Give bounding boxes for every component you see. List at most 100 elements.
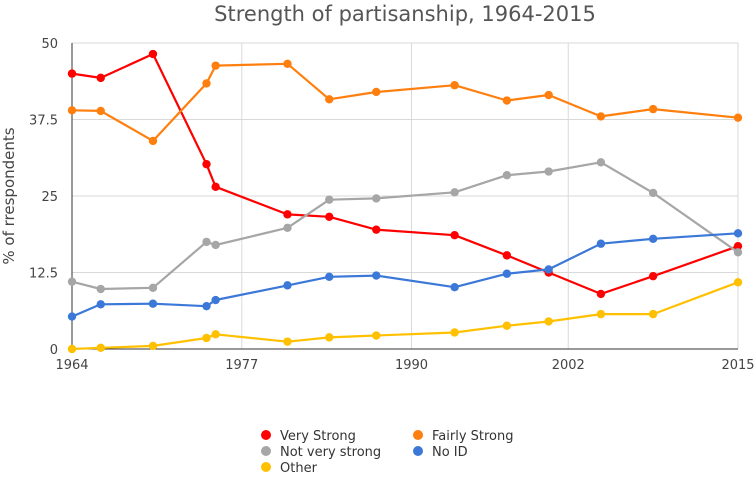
data-point-very-strong xyxy=(202,159,211,169)
data-point-no-id xyxy=(96,300,105,309)
x-tick-label: 1977 xyxy=(225,358,258,373)
series-line-other xyxy=(71,281,739,351)
data-point-other xyxy=(148,341,158,351)
data-point-very-strong xyxy=(211,182,220,192)
data-point-no-id xyxy=(648,234,658,244)
legend-marker xyxy=(261,462,271,472)
series-lines xyxy=(67,49,743,354)
data-point-other xyxy=(325,333,334,342)
y-axis-label: % of rrespondents xyxy=(0,127,18,264)
data-point-very-strong xyxy=(648,271,658,281)
data-point-fairly-strong xyxy=(372,87,381,97)
data-point-other xyxy=(733,278,743,287)
data-point-not-very-strong xyxy=(502,170,512,180)
data-point-not-very-strong xyxy=(733,248,743,257)
data-point-other xyxy=(450,328,459,337)
data-point-no-id xyxy=(211,295,220,305)
data-point-other xyxy=(502,321,512,330)
legend: Very Strong Fairly Strong Not very strong N… xyxy=(261,429,514,476)
data-point-fairly-strong xyxy=(148,136,158,146)
data-point-no-id xyxy=(67,312,77,321)
data-point-other xyxy=(202,333,211,343)
series-very-strong xyxy=(67,49,743,299)
legend-label: Not very strong xyxy=(280,445,381,460)
data-point-very-strong xyxy=(148,49,158,59)
y-tick-label: 50 xyxy=(41,37,58,52)
data-point-no-id xyxy=(596,239,606,248)
data-point-fairly-strong xyxy=(502,96,512,105)
data-point-other xyxy=(67,344,77,354)
y-tick-label: 25 xyxy=(41,190,58,205)
series-not-very-strong xyxy=(67,158,743,294)
data-point-not-very-strong xyxy=(648,188,658,198)
chart-title: Strength of partisanship, 1964-2015 xyxy=(214,2,596,26)
data-point-not-very-strong xyxy=(283,223,292,233)
data-point-not-very-strong xyxy=(372,194,381,203)
legend-marker xyxy=(261,446,271,456)
data-point-fairly-strong xyxy=(596,112,606,121)
data-point-other xyxy=(596,309,606,319)
data-point-not-very-strong xyxy=(202,237,211,247)
x-tick-label: 2015 xyxy=(721,358,754,373)
data-point-no-id xyxy=(372,271,381,280)
data-point-fairly-strong xyxy=(648,104,658,114)
legend-marker xyxy=(261,430,271,440)
legend-label: Very Strong xyxy=(280,429,356,444)
data-point-no-id xyxy=(502,269,512,278)
series-line-not-very-strong xyxy=(71,161,739,291)
data-point-no-id xyxy=(544,265,553,274)
x-tick-label: 1990 xyxy=(395,358,428,373)
series-other xyxy=(67,278,743,354)
data-point-very-strong xyxy=(502,251,512,260)
data-point-not-very-strong xyxy=(325,195,334,204)
legend-marker xyxy=(413,430,423,440)
data-point-other xyxy=(96,343,105,352)
data-point-other xyxy=(544,317,553,326)
legend-item-other: Other xyxy=(261,461,318,476)
x-tick-label: 1964 xyxy=(55,358,88,373)
data-point-very-strong xyxy=(325,212,334,222)
series-fairly-strong xyxy=(67,59,743,146)
data-point-fairly-strong xyxy=(450,81,459,90)
data-point-very-strong xyxy=(596,289,606,299)
data-point-very-strong xyxy=(67,69,77,78)
data-point-fairly-strong xyxy=(211,61,220,70)
series-no-id xyxy=(67,229,743,321)
data-point-fairly-strong xyxy=(733,113,743,122)
series-line-no-id xyxy=(71,232,739,318)
x-tick-label: 2002 xyxy=(552,358,585,373)
data-point-other xyxy=(283,337,292,346)
series-line-fairly-strong xyxy=(71,62,739,142)
data-point-very-strong xyxy=(450,230,459,240)
legend-marker xyxy=(413,446,423,456)
data-point-fairly-strong xyxy=(202,79,211,88)
data-point-not-very-strong xyxy=(544,167,553,176)
data-point-no-id xyxy=(450,282,459,292)
data-point-not-very-strong xyxy=(596,158,606,167)
data-point-fairly-strong xyxy=(96,106,105,116)
data-point-no-id xyxy=(283,281,292,290)
data-point-very-strong xyxy=(372,225,381,234)
y-tick-label: 0 xyxy=(50,343,58,358)
data-point-very-strong xyxy=(733,241,743,251)
legend-label: Other xyxy=(280,461,318,476)
legend-item-not-very-strong: Not very strong xyxy=(261,445,381,460)
data-point-not-very-strong xyxy=(211,240,220,250)
data-point-not-very-strong xyxy=(96,284,105,294)
data-point-other xyxy=(211,330,220,339)
series-line-very-strong xyxy=(71,52,739,295)
data-point-not-very-strong xyxy=(148,283,158,292)
y-tick-label: 12.5 xyxy=(29,267,58,282)
data-point-not-very-strong xyxy=(450,188,459,197)
legend-item-fairly-strong: Fairly Strong xyxy=(413,429,514,444)
y-tick-label: 37.5 xyxy=(29,114,58,129)
axes xyxy=(71,43,738,350)
data-point-no-id xyxy=(148,299,158,308)
data-point-fairly-strong xyxy=(544,90,553,100)
data-point-not-very-strong xyxy=(67,277,77,286)
legend-label: Fairly Strong xyxy=(432,429,514,444)
data-point-very-strong xyxy=(283,210,292,219)
data-point-no-id xyxy=(733,229,743,238)
tick-labels: 0 12.5 25 37.5 50 1964 1977 1990 2002 2015 xyxy=(29,37,754,373)
